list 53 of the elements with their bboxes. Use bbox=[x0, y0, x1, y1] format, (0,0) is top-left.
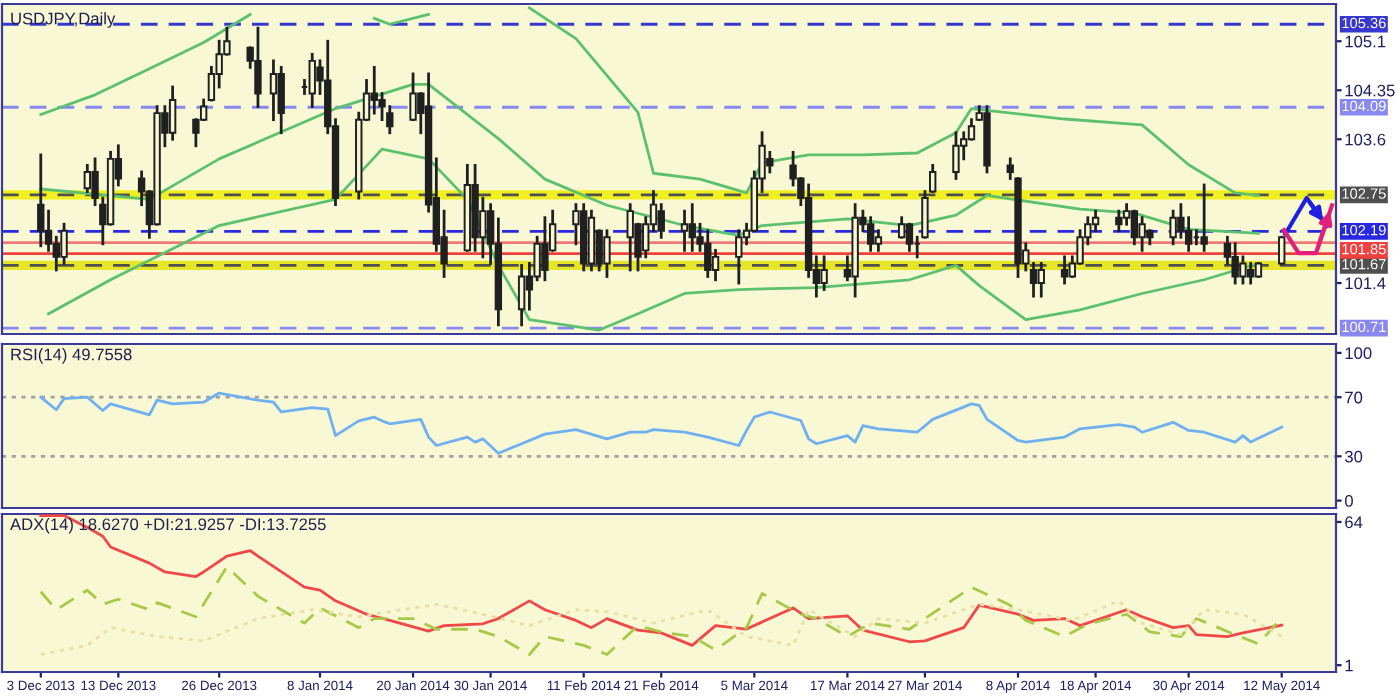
candlestick bbox=[587, 209, 596, 272]
candlestick bbox=[1037, 262, 1045, 298]
line-series bbox=[39, 599, 1284, 656]
chart-title: USDJPY,Daily bbox=[11, 12, 116, 28]
candlestick bbox=[1247, 262, 1255, 285]
candlestick bbox=[168, 85, 177, 141]
candlestick bbox=[766, 150, 774, 174]
candlestick bbox=[370, 66, 378, 115]
candlestick bbox=[1138, 216, 1146, 252]
line-series bbox=[47, 147, 1260, 332]
candlestick bbox=[1200, 183, 1208, 252]
candlestick bbox=[704, 229, 712, 278]
candlestick bbox=[1239, 255, 1247, 285]
candlestick bbox=[1278, 235, 1286, 265]
y-tick-label: 64 bbox=[1345, 516, 1363, 529]
candlestick bbox=[60, 222, 68, 265]
candlestick bbox=[541, 216, 549, 282]
candlestick bbox=[37, 153, 45, 248]
candlestick bbox=[83, 164, 91, 193]
y-tick-label: 105.1 bbox=[1345, 35, 1386, 48]
candlestick bbox=[711, 248, 720, 282]
candlestick bbox=[688, 203, 696, 252]
candlestick bbox=[952, 131, 960, 180]
candlestick bbox=[1231, 242, 1239, 285]
y-tick-label: 30 bbox=[1344, 450, 1363, 463]
candlestick bbox=[626, 203, 634, 272]
y-tick-label: 100 bbox=[1345, 347, 1372, 360]
candlestick bbox=[1115, 209, 1123, 233]
candlestick bbox=[874, 229, 883, 252]
y-tick-label: 1 bbox=[1345, 659, 1353, 672]
y-tick-label: 101.4 bbox=[1345, 277, 1386, 290]
candlestick bbox=[1060, 255, 1069, 285]
y-tick-label: 104.35 bbox=[1345, 84, 1395, 97]
candlestick bbox=[517, 264, 526, 327]
candlestick bbox=[820, 255, 828, 291]
candlestick bbox=[866, 216, 875, 252]
candlestick bbox=[735, 229, 743, 285]
candlestick bbox=[905, 222, 914, 252]
candlestick bbox=[269, 59, 278, 122]
chart-title: ADX(14) 18.6270 +DI:21.9257 -DI:13.7255 bbox=[10, 517, 326, 534]
y-tick-label: 0 bbox=[1344, 495, 1353, 507]
chart-title: RSI(14) 49.7558 bbox=[11, 348, 132, 364]
candlestick bbox=[277, 66, 285, 135]
candlestick bbox=[897, 216, 906, 239]
candlestick bbox=[1130, 209, 1139, 246]
y-tick-label: 70 bbox=[1345, 391, 1363, 404]
candlestick bbox=[254, 26, 262, 108]
line-series bbox=[39, 391, 1284, 455]
candlestick bbox=[603, 229, 611, 278]
candlestick bbox=[1169, 209, 1177, 246]
y-tick-label: 103.6 bbox=[1345, 133, 1386, 146]
candlestick bbox=[308, 52, 316, 108]
candlestick bbox=[680, 209, 689, 252]
